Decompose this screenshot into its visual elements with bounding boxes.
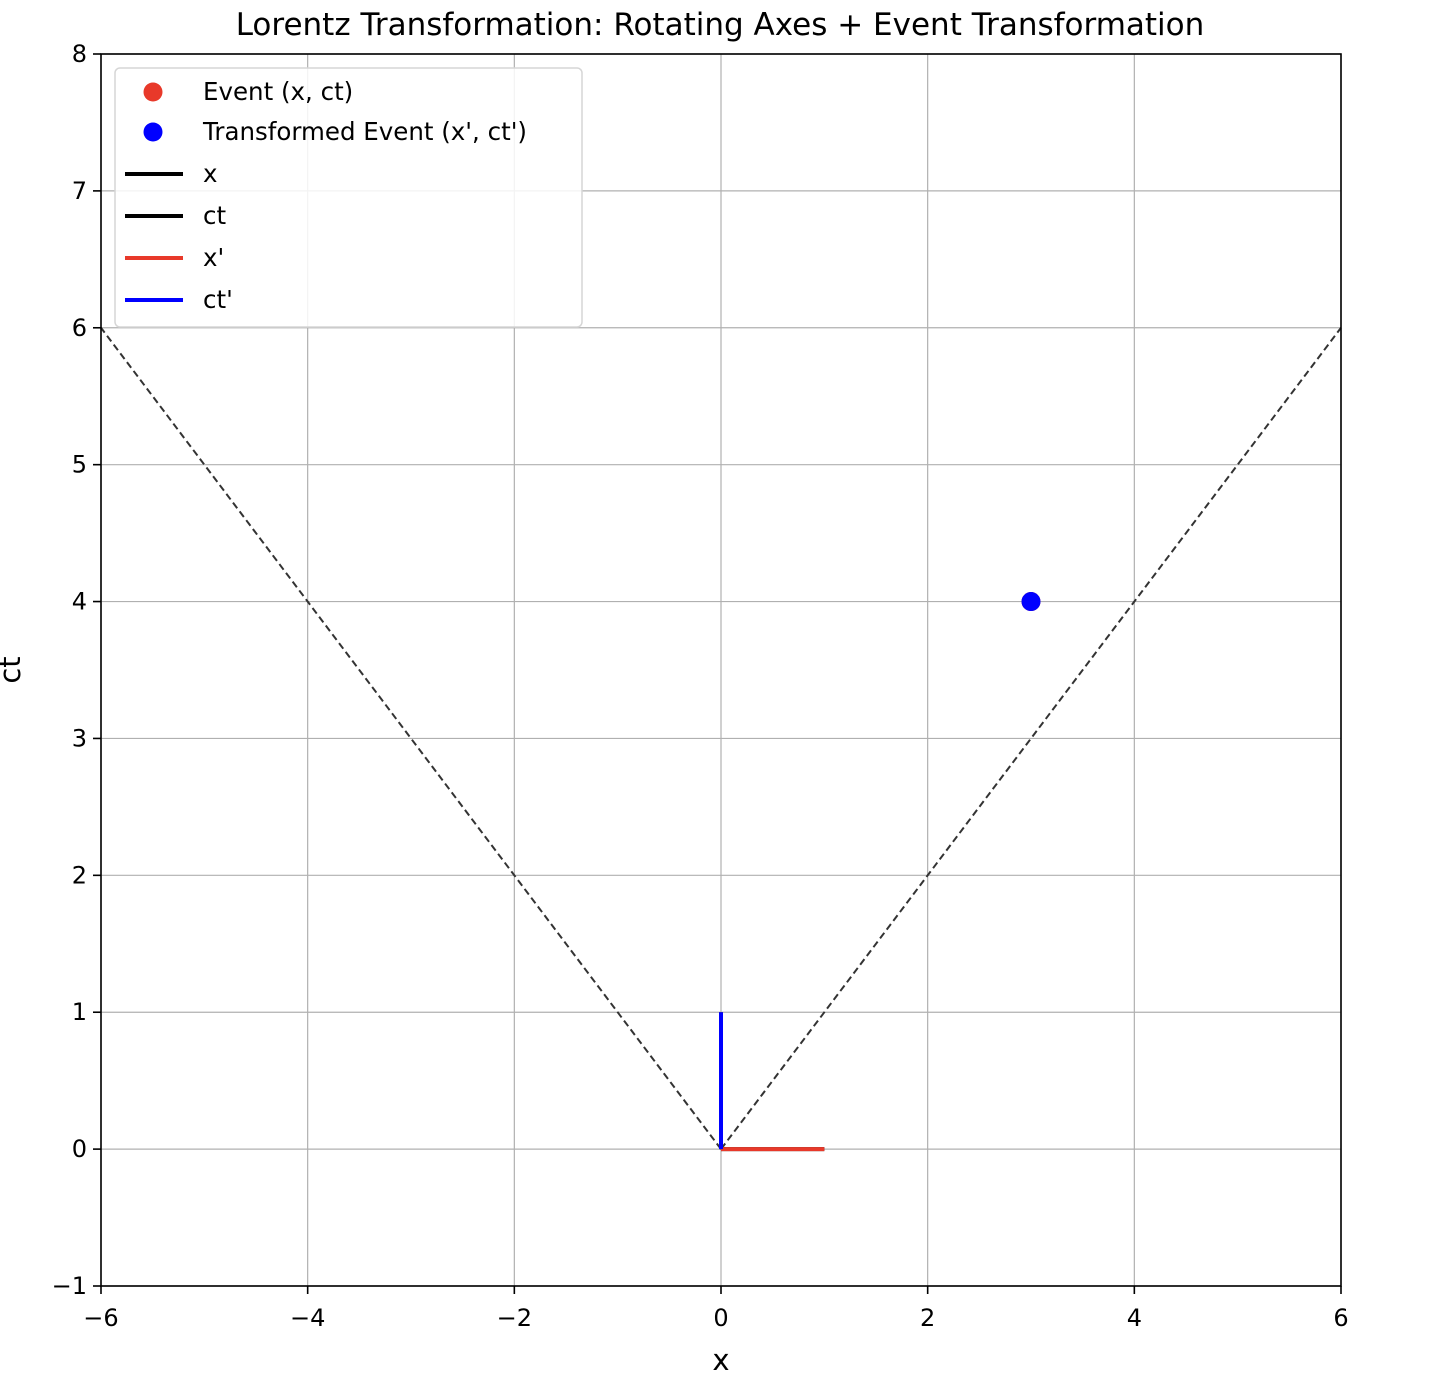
x-axis-label: x — [712, 1343, 729, 1377]
y-tick-label: 0 — [72, 1135, 87, 1163]
light-cone-line-1 — [100, 327, 722, 1150]
event-layer — [1021, 592, 1041, 612]
legend-label: Event (x, ct) — [203, 77, 353, 106]
legend: Event (x, ct) Transformed Event (x', ct')… — [114, 67, 583, 328]
x-tick-label: −6 — [83, 1304, 118, 1332]
series-layer — [719, 1012, 825, 1152]
x-tick-label: −2 — [497, 1304, 532, 1332]
y-tick-label: 5 — [72, 451, 87, 479]
legend-marker — [143, 122, 163, 142]
light-cone-line-0 — [720, 327, 1342, 1150]
y-tick-label: 4 — [72, 588, 87, 616]
legend-label: ct' — [203, 285, 233, 314]
y-tick-label: 6 — [72, 314, 87, 342]
x-tick-label: 6 — [1333, 1304, 1348, 1332]
chart-title: Lorentz Transformation: Rotating Axes + … — [236, 7, 1205, 43]
legend-marker — [143, 82, 163, 102]
y-tick-label: −1 — [52, 1272, 87, 1300]
event-point-1 — [1021, 592, 1041, 612]
legend-label: Transformed Event (x', ct') — [202, 117, 527, 146]
x-tick-label: 2 — [920, 1304, 935, 1332]
y-tick-label: 2 — [72, 861, 87, 889]
x-tick-label: 0 — [713, 1304, 728, 1332]
x-ticks: −6 −4 −2 0 2 4 6 — [83, 1286, 1349, 1332]
legend-label: ct — [203, 201, 226, 230]
y-tick-label: 8 — [72, 40, 87, 68]
legend-label: x — [203, 159, 218, 188]
x-tick-label: 4 — [1127, 1304, 1142, 1332]
y-tick-label: 1 — [72, 998, 87, 1026]
y-tick-label: 7 — [72, 177, 87, 205]
legend-label: x' — [203, 243, 224, 272]
y-tick-label: 3 — [72, 724, 87, 752]
legend-box — [114, 67, 583, 328]
y-axis-label: ct — [0, 656, 27, 683]
x-tick-label: −4 — [290, 1304, 325, 1332]
y-ticks: −1 0 1 2 3 4 5 6 7 8 — [52, 40, 101, 1300]
light-cone — [100, 327, 1342, 1150]
